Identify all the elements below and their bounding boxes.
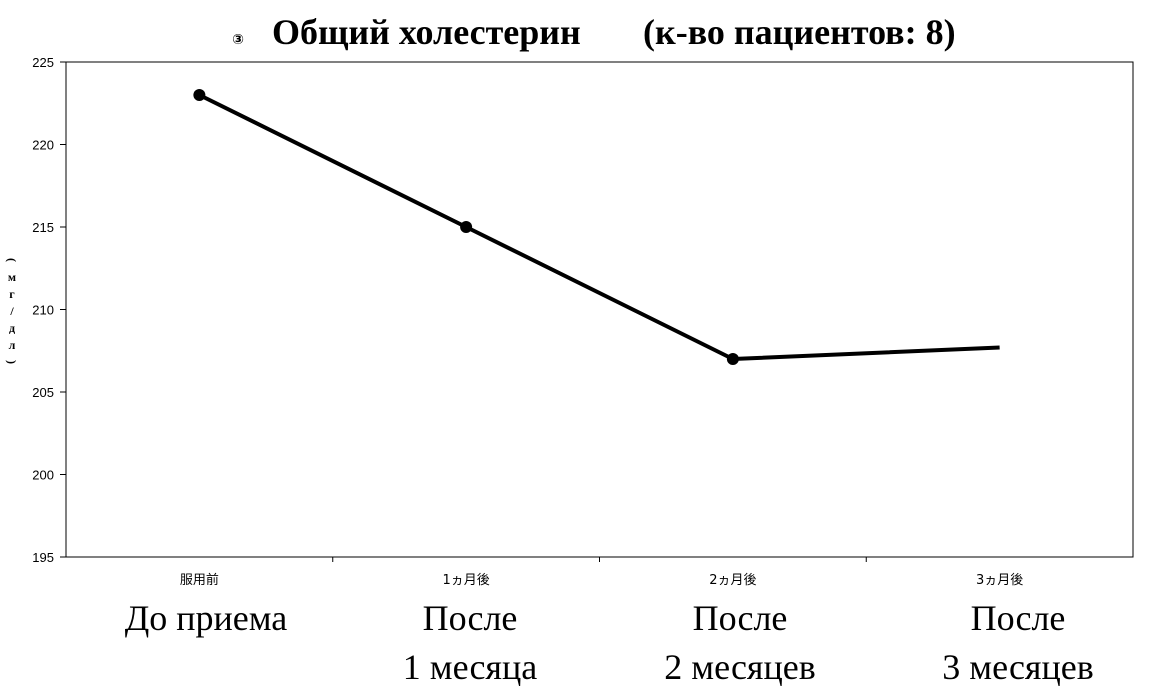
- y-tick-label: 215: [32, 220, 54, 235]
- y-axis-label-char: г: [9, 287, 15, 301]
- category-label-ru: После: [693, 598, 788, 638]
- y-tick-label: 225: [32, 55, 54, 70]
- y-axis-label-char: /: [9, 304, 14, 318]
- category-label-ru: 1 месяца: [403, 647, 537, 687]
- category-label-ru: До приема: [125, 598, 288, 638]
- y-axis-label-char: л: [9, 338, 16, 352]
- category-label-ru: 2 месяцев: [664, 647, 815, 687]
- category-label-ru: 3 месяцев: [942, 647, 1093, 687]
- y-tick-label: 200: [32, 468, 54, 483]
- data-point: [193, 89, 206, 101]
- category-label-ru: После: [423, 598, 518, 638]
- x-tick-label: 3ヵ月後: [976, 573, 1023, 588]
- plot-area: [65, 61, 1134, 558]
- x-axis: 服用前 1ヵ月後 2ヵ月後 3ヵ月後: [180, 557, 1023, 588]
- y-axis-label: ( мг / дл): [5, 258, 19, 364]
- x-tick-label: 服用前: [180, 572, 219, 588]
- x-tick-label: 1ヵ月後: [442, 573, 489, 588]
- y-tick-label: 210: [32, 303, 54, 318]
- category-label-ru: После: [971, 598, 1066, 638]
- chart-title-count: (к-во пациентов: 8): [643, 12, 956, 52]
- data-point: [460, 221, 473, 233]
- x-tick-label: 2ヵ月後: [709, 573, 756, 588]
- y-tick-label: 205: [32, 385, 54, 400]
- y-axis-label-char: ): [5, 360, 19, 364]
- series-group: [193, 89, 1000, 365]
- y-tick-label: 220: [32, 138, 54, 153]
- y-tick-label: 195: [32, 550, 54, 565]
- chart-title: Общий холестерин: [272, 12, 581, 52]
- category-labels: До приема После 1 месяца После 2 месяцев Посл…: [125, 598, 1094, 687]
- y-axis-label-char: м: [8, 270, 16, 284]
- y-axis: 195 200 205 210 215 220 225: [32, 55, 66, 565]
- data-point: [726, 353, 739, 365]
- y-axis-label-char: (: [5, 258, 19, 262]
- series-line: [198, 93, 1000, 361]
- title-mark: ③: [232, 32, 244, 48]
- y-axis-label-char: д: [9, 321, 15, 335]
